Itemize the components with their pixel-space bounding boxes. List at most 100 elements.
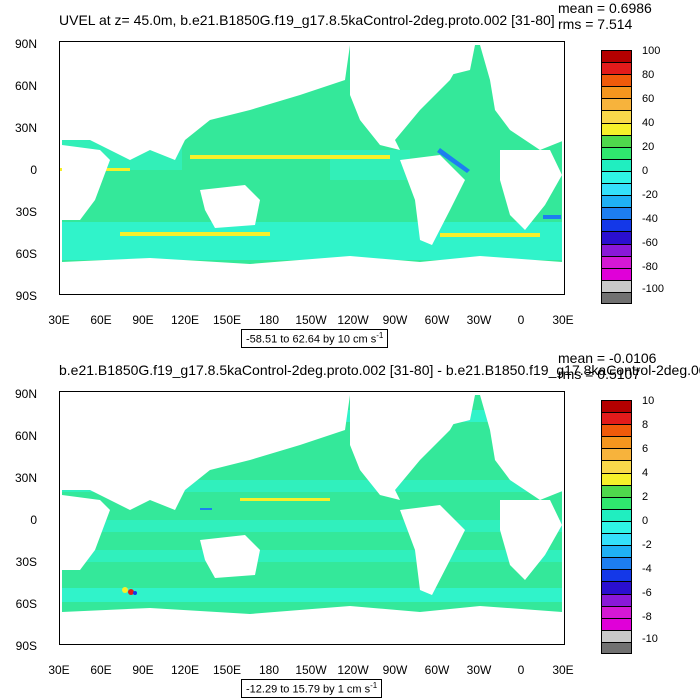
colorbar-box [601,520,632,534]
land-africa [62,495,110,570]
colorbar-box [601,617,632,630]
colorbar-box [601,170,632,184]
x-tick: 120E [170,663,200,677]
colorbar-label: 8 [642,419,649,431]
colorbar-label: 0 [642,165,649,177]
y-tick: 0 [30,513,37,527]
y-tick: 30S [15,555,37,569]
colorbar-box [601,545,632,558]
x-tick: 30W [466,313,492,327]
colorbar-box [601,50,632,63]
colorbar-box [601,86,632,99]
colorbar-label: 0 [642,515,649,527]
y-tick: 60S [15,597,37,611]
colorbar-box [601,231,632,244]
colorbar-label: 80 [642,69,655,81]
x-tick: 60E [90,313,112,327]
land-greenland [440,395,475,425]
y-tick: 30S [15,205,37,219]
colorbar-box [601,74,632,87]
map-plot [59,391,565,645]
x-tick: 0 [517,663,525,677]
colorbar-box [601,641,632,654]
x-tick: 150E [212,313,242,327]
colorbar-box [601,508,632,521]
colorbar-label: -60 [642,237,658,249]
colorbar-label: 60 [642,93,655,105]
map-frame [59,391,565,645]
x-tick: 90W [382,663,408,677]
colorbar [601,400,632,654]
colorbar-label: 100 [642,45,661,57]
contour-range-label: -12.29 to 15.79 by 1 cm s-1 [241,679,383,698]
x-tick: 90E [132,663,154,677]
y-tick: 30N [14,121,37,135]
colorbar-box [601,122,632,135]
range-text: -12.29 to 15.79 by 1 cm s [246,683,371,696]
y-tick: 60N [14,429,37,443]
x-tick: 120E [170,313,200,327]
x-tick: 30W [466,663,492,677]
colorbar-box [601,62,632,75]
colorbar-label: 2 [642,491,649,503]
y-tick: 90N [14,37,37,51]
colorbar-label: -20 [642,189,658,201]
colorbar-box [601,593,632,606]
colorbar [601,50,632,304]
panel-bottom: b.e21.B1850G.f19_g17.8.5kaControl-2deg.p… [0,350,700,700]
colorbar-box [601,158,632,171]
contour-range-label: -58.51 to 62.64 by 10 cm s-1 [241,329,389,348]
x-tick: 120W [337,313,369,327]
land-sa [400,155,465,245]
land-europe [480,395,565,500]
colorbar-box [601,279,632,292]
colorbar-box [601,207,632,220]
colorbar-label: -80 [642,261,658,273]
colorbar-box [601,533,632,546]
range-text: -58.51 to 62.64 by 10 cm s [246,333,377,346]
colorbar-box [601,400,632,413]
colorbar-label: -8 [642,611,652,623]
x-tick: 30E [552,663,574,677]
mean-value: mean = 0.6986 [558,0,652,16]
colorbar-box [601,134,632,147]
land-africa [62,145,110,220]
x-tick: 60W [424,663,450,677]
colorbar-box [601,472,632,485]
x-tick: 180 [258,663,280,677]
y-tick: 90S [15,289,37,303]
colorbar-label: -2 [642,539,652,551]
x-tick: 120W [337,663,369,677]
colorbar-label: -4 [642,563,652,575]
x-tick: 30E [552,313,574,327]
plot-title: b.e21.B1850G.f19_g17.8.5kaControl-2deg.p… [59,362,700,378]
stats-box: mean = 0.6986 rms = 7.514 [558,0,652,32]
colorbar-box [601,267,632,280]
x-tick: 30E [48,313,70,327]
y-tick: 60N [14,79,37,93]
x-tick: 150W [295,313,327,327]
land-africa-east [500,150,562,230]
colorbar-box [601,98,632,111]
x-tick: 30E [48,663,70,677]
mean-value: mean = -0.0106 [558,350,657,366]
land-na [350,45,470,150]
rms-value: rms = 7.514 [558,16,633,32]
colorbar-box [601,183,632,196]
rms-value: rms = 0.5107 [558,366,641,382]
colorbar-box [601,424,632,437]
y-tick: 90N [14,387,37,401]
land-asia [62,45,350,160]
colorbar-box [601,195,632,208]
colorbar-label: 40 [642,117,655,129]
land-sa [400,505,465,595]
land-greenland [440,45,475,75]
x-tick: 180 [258,313,280,327]
x-tick: 90E [132,313,154,327]
colorbar-label: -100 [642,283,665,295]
stats-box: mean = -0.0106 rms = 0.5107 [558,350,656,382]
land-australia [200,185,260,228]
y-tick: 60S [15,247,37,261]
colorbar-box [601,448,632,461]
land-australia [200,535,260,578]
